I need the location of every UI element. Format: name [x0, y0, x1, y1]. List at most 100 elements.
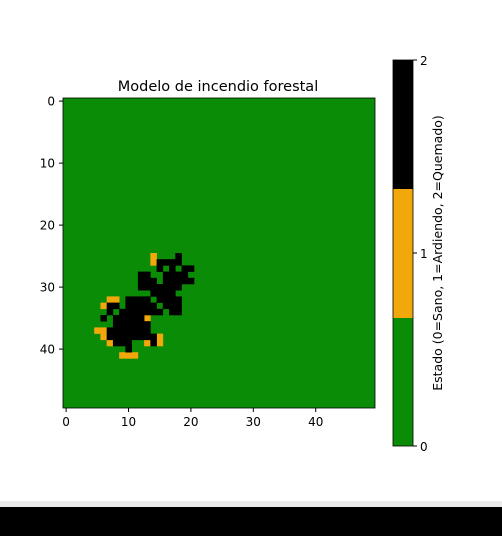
y-tick-label: 10 — [40, 157, 55, 171]
heatmap-cell-quemado — [132, 334, 139, 341]
heatmap-cell-quemado — [107, 309, 114, 316]
heatmap-cell-quemado — [119, 309, 126, 316]
heatmap-cell-quemado — [157, 296, 164, 303]
heatmap-cell-quemado — [144, 309, 151, 316]
y-tick-label: 40 — [40, 343, 55, 357]
heatmap-cell-quemado — [163, 303, 170, 310]
heatmap-cell-quemado — [138, 303, 145, 310]
x-tick-label: 20 — [183, 415, 198, 429]
heatmap-cell-quemado — [125, 315, 132, 322]
heatmap-cell-quemado — [163, 272, 170, 279]
heatmap-cell-quemado — [144, 296, 151, 303]
heatmap-cell-quemado — [157, 259, 164, 266]
heatmap-cell-quemado — [113, 340, 120, 347]
heatmap-cell-quemado — [125, 340, 132, 347]
heatmap-cell-quemado — [188, 278, 195, 285]
heatmap-cell-quemado — [138, 278, 145, 285]
colorbar-segment-quemado — [393, 60, 413, 189]
heatmap-cell-quemado — [132, 303, 139, 310]
heatmap-cell-quemado — [144, 303, 151, 310]
heatmap-cell-quemado — [150, 334, 157, 341]
heatmap-cell-quemado — [175, 272, 182, 279]
heatmap-cell-quemado — [150, 340, 157, 347]
heatmap-cell-quemado — [150, 309, 157, 316]
heatmap-cell-quemado — [100, 315, 107, 322]
x-tick-label: 0 — [62, 415, 70, 429]
bottom-bar — [0, 507, 502, 536]
heatmap-cell-ardiendo — [144, 315, 151, 322]
heatmap-cell-quemado — [113, 303, 120, 310]
heatmap-cell-quemado — [169, 303, 176, 310]
heatmap-cell-quemado — [138, 309, 145, 316]
colorbar-segment-ardiendo — [393, 189, 413, 318]
heatmap-cell-quemado — [138, 327, 145, 334]
heatmap-cell-quemado — [144, 278, 151, 285]
heatmap-cell-quemado — [113, 315, 120, 322]
x-axis: 0 10 20 30 40 — [62, 408, 323, 429]
heatmap-cell-quemado — [138, 334, 145, 341]
heatmap-cell-quemado — [175, 259, 182, 266]
y-tick-label: 0 — [47, 95, 55, 109]
heatmap-cell-quemado — [119, 315, 126, 322]
heatmap-cell-quemado — [150, 278, 157, 285]
heatmap-cell-ardiendo — [157, 334, 164, 341]
heatmap-cell-quemado — [150, 303, 157, 310]
heatmap-cell-quemado — [138, 272, 145, 279]
heatmap-cell-quemado — [125, 303, 132, 310]
heatmap-cell-quemado — [125, 346, 132, 353]
heatmap-cell-ardiendo — [125, 352, 132, 359]
heatmap-cell-quemado — [169, 290, 176, 297]
heatmap-cell-quemado — [182, 272, 189, 279]
heatmap-cell-quemado — [169, 278, 176, 285]
heatmap-cell-ardiendo — [100, 334, 107, 341]
heatmap-cell-quemado — [163, 296, 170, 303]
heatmap-cell-ardiendo — [144, 340, 151, 347]
heatmap-cell-quemado — [163, 278, 170, 285]
heatmap-cell-quemado — [125, 309, 132, 316]
heatmap-cell-quemado — [132, 321, 139, 328]
heatmap-cell-quemado — [169, 265, 176, 272]
heatmap-cell-quemado — [138, 315, 145, 322]
heatmap-figure: Modelo de incendio forestal 0 10 20 30 40 01… — [0, 0, 502, 501]
heatmap-cell-ardiendo — [107, 296, 114, 303]
heatmap-cells — [63, 98, 375, 408]
heatmap-cell-quemado — [175, 284, 182, 291]
y-axis: 0 10 20 30 40 — [40, 95, 63, 357]
heatmap-cell-quemado — [157, 309, 164, 316]
heatmap-cell-quemado — [119, 321, 126, 328]
heatmap-cell-quemado — [125, 321, 132, 328]
y-tick-label: 20 — [40, 219, 55, 233]
colorbar-label: Estado (0=Sano, 1=Ardiendo, 2=Quemado) — [430, 115, 445, 391]
chart-title: Modelo de incendio forestal — [118, 79, 318, 95]
colorbar-tick-label: 0 — [420, 440, 428, 454]
heatmap-cell-quemado — [182, 278, 189, 285]
heatmap-cell-quemado — [132, 296, 139, 303]
heatmap-cell-quemado — [169, 284, 176, 291]
heatmap-cell-quemado — [113, 327, 120, 334]
heatmap-cell-quemado — [107, 334, 114, 341]
heatmap-cell-quemado — [169, 309, 176, 316]
heatmap-cell-quemado — [119, 327, 126, 334]
heatmap-cell-quemado — [132, 315, 139, 322]
x-tick-label: 30 — [246, 415, 261, 429]
heatmap-cell-ardiendo — [150, 259, 157, 266]
heatmap-cell-ardiendo — [107, 340, 114, 347]
heatmap-cell-quemado — [169, 296, 176, 303]
heatmap-cell-quemado — [144, 321, 151, 328]
heatmap-cell-ardiendo — [119, 352, 126, 359]
heatmap-cell-quemado — [150, 284, 157, 291]
colorbar-tick-label: 1 — [420, 247, 428, 261]
heatmap-cell-ardiendo — [100, 303, 107, 310]
heatmap-cell-quemado — [175, 253, 182, 260]
heatmap-cell-quemado — [144, 284, 151, 291]
heatmap-cell-quemado — [132, 309, 139, 316]
heatmap-cell-quemado — [138, 296, 145, 303]
heatmap-cell-quemado — [182, 265, 189, 272]
heatmap-cell-quemado — [144, 327, 151, 334]
heatmap-cell-quemado — [169, 259, 176, 266]
heatmap-cell-quemado — [132, 327, 139, 334]
heatmap-background-sano — [63, 98, 375, 408]
heatmap-cell-ardiendo — [150, 253, 157, 260]
heatmap-cell-quemado — [163, 290, 170, 297]
heatmap-cell-quemado — [113, 334, 120, 341]
